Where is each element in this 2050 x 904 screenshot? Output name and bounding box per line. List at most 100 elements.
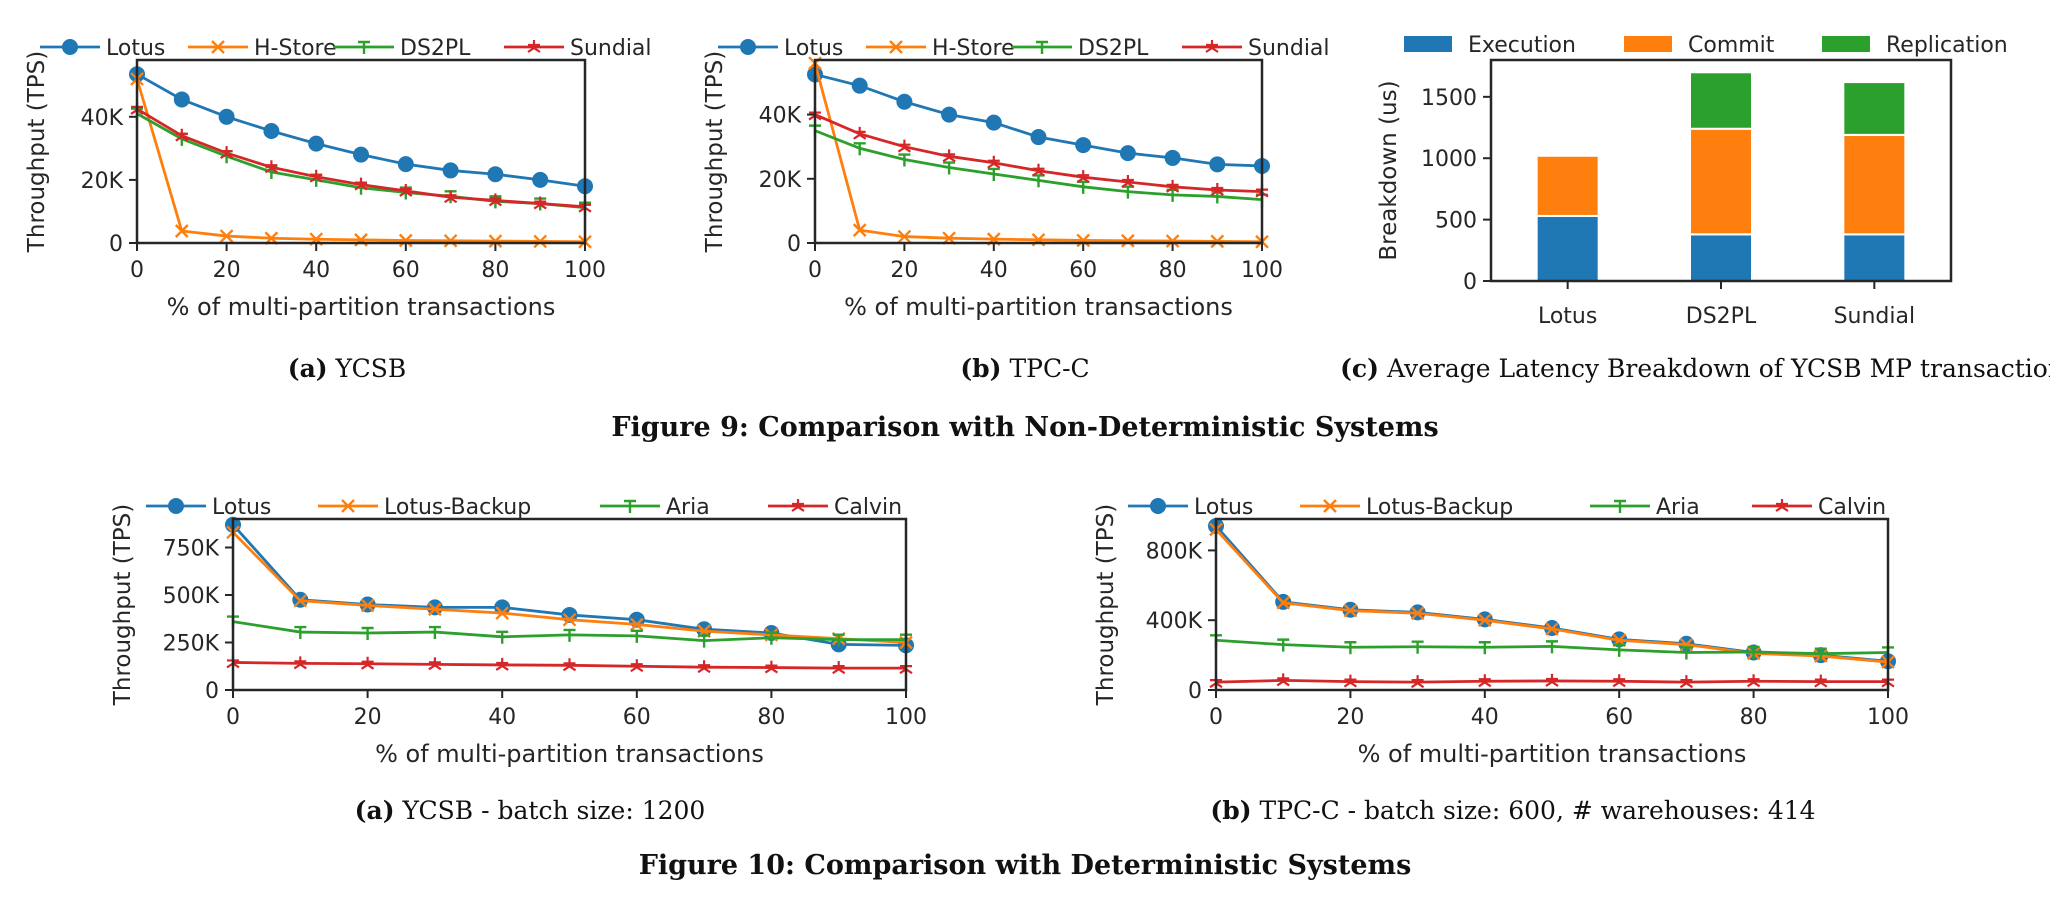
data-point (1478, 641, 1491, 655)
data-point (219, 146, 234, 159)
star-marker (897, 139, 912, 153)
data-point (173, 91, 190, 108)
x-tick-label: Sundial (1834, 304, 1916, 329)
legend-marker (168, 498, 184, 514)
plot-frame (1214, 517, 1890, 692)
y-axis-label: Throughput (TPS) (110, 504, 136, 706)
tri-marker (853, 142, 866, 156)
y-tick-label: 20K (81, 169, 124, 194)
circle-marker (168, 498, 184, 514)
star-marker (495, 657, 509, 671)
bar-execution (1842, 233, 1907, 283)
legend-label: Lotus (784, 36, 843, 61)
bar-execution (1535, 214, 1600, 282)
y-tick-label: 500 (1435, 209, 1477, 234)
series-aria (227, 615, 912, 648)
x-tick-label: 20 (1336, 705, 1364, 730)
data-point (1344, 641, 1357, 655)
data-point (428, 625, 441, 640)
data-point (488, 234, 503, 248)
legend-label: Sundial (1248, 36, 1330, 61)
star-marker (1478, 674, 1492, 688)
legend-marker (358, 40, 370, 54)
data-point (263, 122, 280, 139)
tri-marker (1613, 643, 1626, 657)
tri-marker (943, 161, 956, 175)
data-point (1165, 179, 1180, 193)
x-marker (495, 606, 510, 620)
caption-fig9c: (c) Average Latency Breakdown of YCSB MP… (1340, 354, 2050, 383)
star-marker (264, 160, 279, 174)
legend-item-lotus-backup: Lotus-Backup (1300, 495, 1513, 520)
x-marker (360, 598, 375, 613)
tri-marker (496, 630, 509, 644)
data-point (1613, 643, 1626, 657)
data-point (488, 193, 503, 207)
tri-marker (1036, 40, 1048, 54)
data-point (1276, 595, 1291, 610)
data-point (987, 155, 1001, 169)
x-marker (1165, 234, 1180, 248)
data-point (1164, 149, 1181, 166)
legend-label: DS2PL (1078, 36, 1149, 61)
caption-tag: (a) (287, 354, 328, 383)
data-point (897, 139, 912, 153)
data-point (293, 656, 307, 670)
legend-marker (62, 39, 78, 55)
data-point (397, 156, 414, 173)
x-tick-label: 80 (1159, 258, 1187, 283)
tri-marker (1546, 640, 1558, 654)
data-point (353, 146, 369, 163)
tri-marker (987, 167, 1000, 181)
legend-item-h-store: H-Store (866, 36, 1015, 61)
figure-10-caption: Figure 10: Comparison with Deterministic… (638, 850, 1412, 881)
data-point (698, 634, 711, 648)
legend-item-aria: Aria (600, 495, 710, 520)
x-marker (1410, 606, 1425, 621)
star-marker (1121, 175, 1135, 188)
star-marker (527, 40, 541, 53)
x-marker (562, 612, 577, 627)
x-marker (428, 602, 442, 617)
legend-item-replication: Replication (1822, 33, 2008, 58)
star-marker (1076, 170, 1090, 184)
x-tick-label: 0 (1209, 705, 1223, 730)
data-point (218, 108, 235, 125)
caption-text: TPC-C (1009, 354, 1090, 383)
data-point (428, 602, 442, 617)
legend-label: Aria (1656, 495, 1700, 520)
data-point (309, 169, 323, 183)
x-tick-label: 20 (890, 258, 918, 283)
circle-marker (851, 77, 868, 94)
data-point (293, 593, 308, 608)
data-point (360, 656, 375, 670)
caption-fig10b: (b) TPC-C - batch size: 600, # warehouse… (1210, 796, 1815, 825)
data-point (426, 599, 443, 616)
series-line (232, 531, 907, 644)
data-point (941, 106, 958, 123)
data-point (533, 196, 547, 210)
circle-marker (494, 599, 511, 616)
tri-marker (1814, 647, 1827, 661)
star-marker (1814, 674, 1828, 688)
star-marker (293, 656, 307, 670)
legend-marker (341, 499, 355, 513)
circle-marker (397, 156, 414, 173)
circle-marker (896, 93, 913, 110)
data-point (987, 167, 1000, 181)
star-marker (1276, 673, 1290, 687)
x-marker (174, 224, 189, 238)
circle-marker (218, 108, 235, 125)
data-point (898, 153, 911, 167)
y-tick-label: 1500 (1421, 86, 1477, 111)
data-point (1076, 233, 1091, 248)
tri-marker (624, 499, 636, 513)
legend-label: Replication (1886, 33, 2008, 58)
star-marker (1612, 674, 1626, 688)
y-axis-label: Throughput (TPS) (702, 51, 728, 253)
data-point (1076, 170, 1090, 184)
data-point (495, 657, 509, 671)
plot-frame (813, 58, 1264, 245)
data-point (832, 661, 846, 675)
